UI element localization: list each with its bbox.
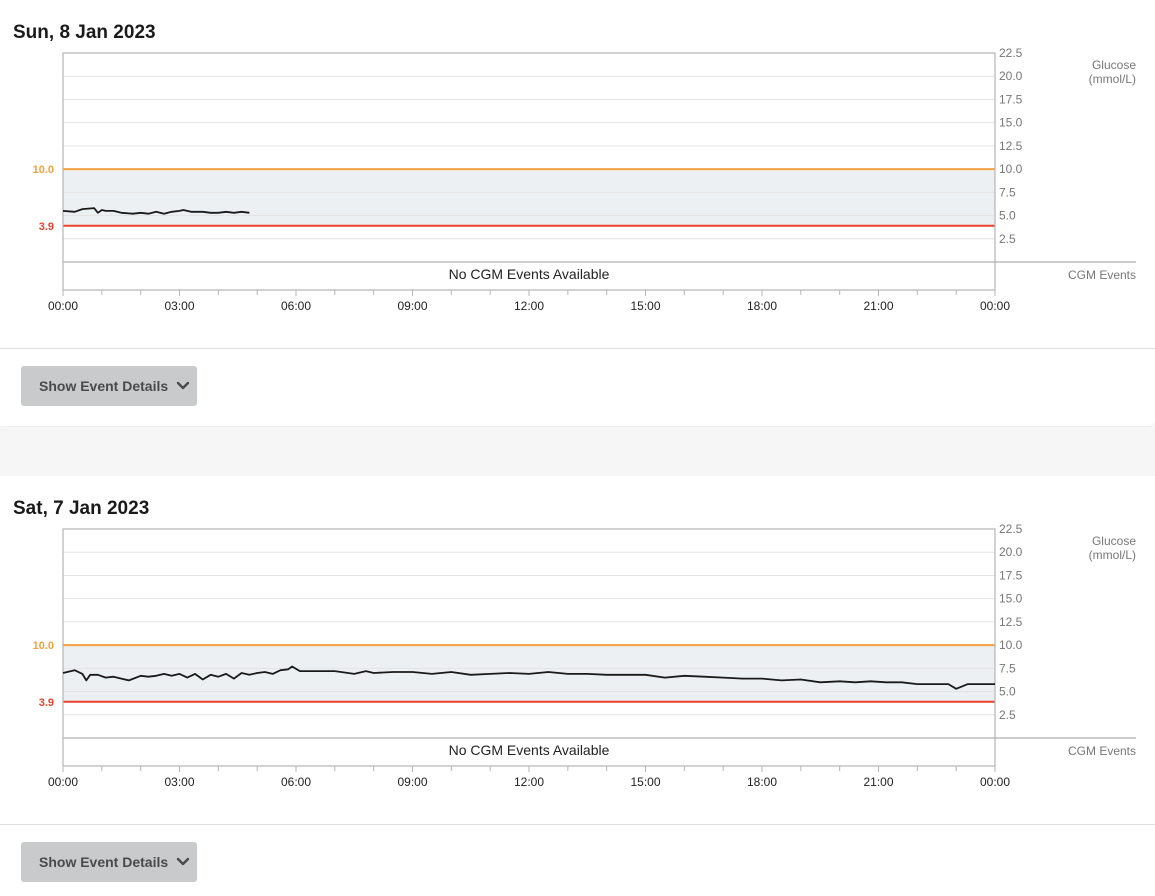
- x-tick-label: 21:00: [863, 775, 893, 789]
- y-tick-label: 7.5: [999, 185, 1016, 199]
- y-tick-label: 15.0: [999, 592, 1023, 606]
- y-tick-label: 22.5: [999, 46, 1023, 60]
- y-tick-label: 5.0: [999, 209, 1016, 223]
- target-range-band: [63, 169, 995, 226]
- x-tick-label: 12:00: [514, 299, 544, 313]
- chevron-down-icon: [176, 381, 190, 390]
- high-threshold-label: 10.0: [33, 640, 54, 652]
- y-tick-label: 22.5: [999, 522, 1023, 536]
- day-card-sat-7-jan: Sat, 7 Jan 2023 22.5 20.0 17.5 15.0 12.5 10.0…: [0, 476, 1155, 896]
- chevron-down-icon: [176, 857, 190, 866]
- show-event-details-label: Show Event Details: [39, 854, 169, 870]
- y-tick-label: 2.5: [999, 708, 1016, 722]
- divider: [0, 824, 1155, 825]
- x-tick-label: 18:00: [747, 299, 777, 313]
- low-threshold-label: 3.9: [39, 221, 54, 233]
- no-events-text: No CGM Events Available: [449, 742, 610, 758]
- divider: [0, 348, 1155, 349]
- y-tick-label: 20.0: [999, 69, 1023, 83]
- y-tick-label: 20.0: [999, 545, 1023, 559]
- low-threshold-label: 3.9: [39, 697, 54, 709]
- x-tick-label: 06:00: [281, 299, 311, 313]
- y-axis-label: (mmol/L): [1089, 72, 1136, 86]
- day-title: Sun, 8 Jan 2023: [13, 22, 156, 43]
- y-axis-label: (mmol/L): [1089, 548, 1136, 562]
- glucose-trace: [62, 665, 995, 690]
- high-threshold-label: 10.0: [33, 164, 54, 176]
- y-tick-label: 12.5: [999, 615, 1023, 629]
- y-axis-label: Glucose: [1092, 534, 1136, 548]
- y-axis-label: Glucose: [1092, 58, 1136, 72]
- day-card-sun-8-jan: Sun, 8 Jan 2023 22.5 20.0 17.5 15.0 12.5 10.0…: [0, 0, 1155, 426]
- show-event-details-button[interactable]: Show Event Details: [21, 842, 197, 882]
- no-events-text: No CGM Events Available: [449, 266, 610, 282]
- y-tick-label: 10.0: [999, 638, 1023, 652]
- show-event-details-label: Show Event Details: [39, 378, 169, 394]
- cgm-events-label: CGM Events: [1068, 268, 1136, 282]
- glucose-chart: 22.5 20.0 17.5 15.0 12.5 10.0 7.5 5.0 2.5 10.0 3.9…: [33, 46, 1137, 313]
- x-tick-label: 12:00: [514, 775, 544, 789]
- y-tick-label: 7.5: [999, 661, 1016, 675]
- day-title: Sat, 7 Jan 2023: [13, 498, 150, 519]
- x-tick-label: 15:00: [630, 299, 660, 313]
- x-tick-label: 18:00: [747, 775, 777, 789]
- x-tick-label: 00:00: [48, 299, 78, 313]
- x-tick-label: 21:00: [863, 299, 893, 313]
- x-tick-label: 15:00: [630, 775, 660, 789]
- x-tick-label: 00:00: [980, 775, 1010, 789]
- x-tick-label: 00:00: [48, 775, 78, 789]
- y-tick-label: 2.5: [999, 232, 1016, 246]
- y-tick-label: 15.0: [999, 116, 1023, 130]
- show-event-details-button[interactable]: Show Event Details: [21, 366, 197, 406]
- x-tick-label: 06:00: [281, 775, 311, 789]
- glucose-chart: 22.5 20.0 17.5 15.0 12.5 10.0 7.5 5.0 2.5 10.0 3.9…: [33, 522, 1137, 789]
- y-tick-label: 17.5: [999, 568, 1023, 582]
- card-gap: [0, 427, 1155, 476]
- cgm-events-label: CGM Events: [1068, 744, 1136, 758]
- y-tick-label: 17.5: [999, 92, 1023, 106]
- x-tick-label: 03:00: [164, 299, 194, 313]
- y-tick-label: 12.5: [999, 139, 1023, 153]
- y-tick-label: 10.0: [999, 162, 1023, 176]
- x-tick-label: 03:00: [164, 775, 194, 789]
- x-tick-label: 00:00: [980, 299, 1010, 313]
- glucose-trace: [62, 207, 250, 215]
- x-tick-label: 09:00: [397, 775, 427, 789]
- y-tick-label: 5.0: [999, 685, 1016, 699]
- x-tick-label: 09:00: [397, 299, 427, 313]
